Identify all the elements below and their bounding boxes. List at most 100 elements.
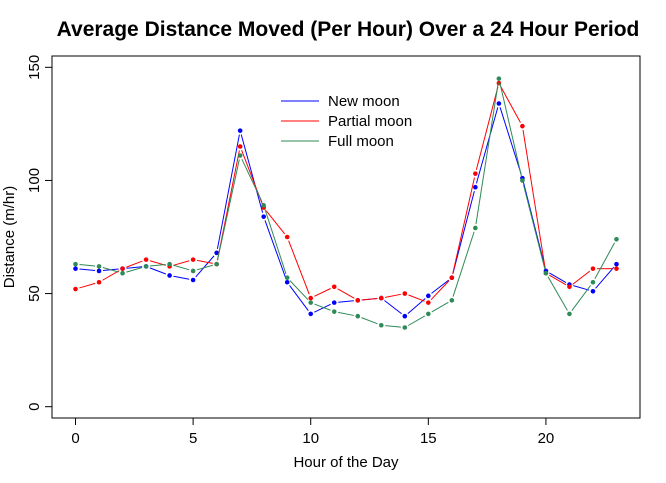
data-point <box>496 76 502 81</box>
data-point <box>143 264 149 269</box>
data-point <box>284 279 290 285</box>
data-point <box>261 203 266 208</box>
series-line-segment <box>264 220 287 279</box>
series-line-segment <box>361 317 378 325</box>
series-line-segment <box>314 288 331 297</box>
series-line-segment <box>288 240 310 295</box>
series-line-segment <box>408 315 426 326</box>
series-line-segment <box>573 285 590 291</box>
y-tick-label: 100 <box>26 168 43 193</box>
series-line-segment <box>102 267 119 273</box>
series-line-segment <box>431 279 449 294</box>
data-point <box>73 286 78 292</box>
data-point <box>402 313 408 319</box>
data-point <box>355 313 361 319</box>
data-point <box>590 289 596 294</box>
series-line-segment <box>150 264 166 267</box>
x-tick-label: 15 <box>420 430 437 447</box>
data-point <box>308 311 314 317</box>
data-point <box>331 300 337 305</box>
data-point <box>331 309 337 314</box>
series-line-segment <box>571 285 591 312</box>
y-tick-label: 50 <box>26 285 43 302</box>
data-point <box>567 311 572 317</box>
data-point <box>167 261 172 267</box>
data-point <box>120 270 125 276</box>
data-point <box>308 300 314 305</box>
series-line-segment <box>452 231 475 297</box>
series-line-segment <box>149 267 167 275</box>
series-line-segment <box>289 280 309 301</box>
series-line-segment <box>126 260 143 268</box>
series-line-segment <box>595 266 615 289</box>
data-point <box>308 295 314 301</box>
x-axis: 0 5 10 15 20 <box>71 418 554 447</box>
data-point <box>96 279 102 285</box>
series-line-segment <box>431 301 449 313</box>
x-tick-label: 0 <box>71 430 79 447</box>
x-tick-label: 10 <box>302 430 319 447</box>
plot-frame <box>51 55 641 419</box>
series-line-segment <box>216 159 240 261</box>
data-point <box>567 284 572 290</box>
series-line-segment <box>241 158 263 202</box>
series-line-segment <box>216 134 240 250</box>
series-line-segment <box>522 130 546 270</box>
y-tick-label: 0 <box>26 403 43 411</box>
data-point <box>614 261 619 267</box>
data-point <box>590 266 596 271</box>
data-point <box>520 123 525 129</box>
series-line-segment <box>407 298 426 314</box>
series-line-segment <box>408 294 425 302</box>
legend-label: New moon <box>328 93 400 110</box>
series-line-segment <box>499 107 522 175</box>
series-line-segment <box>240 134 264 213</box>
data-point <box>237 128 243 133</box>
series-line-segment <box>173 275 190 280</box>
series-line-segment <box>79 268 96 272</box>
series-line-segment <box>102 270 120 281</box>
series-line-segment <box>549 274 567 286</box>
series-line-segment <box>196 264 213 271</box>
series-line-segment <box>79 282 96 289</box>
series-line-segment <box>265 210 286 235</box>
series-line-segment <box>475 86 499 170</box>
data-point <box>214 261 219 267</box>
series-line-segment <box>452 177 475 274</box>
data-point <box>73 261 78 267</box>
series-line-segment <box>195 255 215 278</box>
data-point <box>190 268 196 274</box>
data-point <box>237 153 243 158</box>
data-point <box>378 295 384 301</box>
data-point <box>473 225 478 231</box>
series-line-segment <box>384 300 402 315</box>
legend-label: Partial moon <box>328 113 412 130</box>
data-point <box>473 184 478 190</box>
data-point <box>590 279 596 285</box>
data-point <box>96 264 102 269</box>
data-point <box>143 257 149 262</box>
data-point <box>614 266 619 271</box>
series-line-segment <box>314 303 331 311</box>
series-line-segment <box>361 297 378 301</box>
data-point <box>96 268 102 274</box>
series-line-segment <box>173 264 190 271</box>
series-line-segment <box>475 82 499 225</box>
legend: New moon Partial moon Full moon <box>281 93 412 150</box>
series-line-segment <box>452 190 475 274</box>
chart-title: Average Distance Moved (Per Hour) Over a… <box>57 18 640 41</box>
data-point <box>378 322 384 328</box>
data-point <box>614 236 619 242</box>
series-line-segment <box>522 184 546 270</box>
data-point <box>402 325 408 330</box>
y-axis: 0 50 100 150 <box>26 55 52 411</box>
data-point <box>261 214 266 219</box>
series-line-segment <box>126 266 143 269</box>
data-point <box>520 178 525 183</box>
x-tick-label: 5 <box>189 430 197 447</box>
series-line-segment <box>79 264 96 267</box>
y-tick-label: 150 <box>26 55 43 80</box>
data-point <box>120 266 125 271</box>
data-point <box>426 311 431 317</box>
series-line-segment <box>338 311 354 316</box>
